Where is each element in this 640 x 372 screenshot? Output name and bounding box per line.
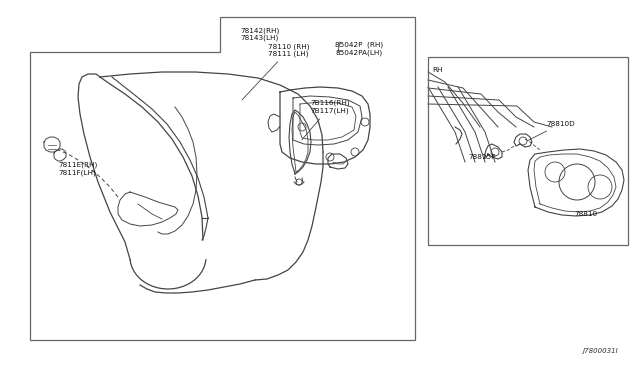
Text: 78110 (RH)
78111 (LH): 78110 (RH) 78111 (LH) xyxy=(242,43,310,100)
Text: 85042P  (RH)
85042PA(LH): 85042P (RH) 85042PA(LH) xyxy=(335,42,383,56)
Text: J7800031I: J7800031I xyxy=(582,348,618,354)
Text: 78142(RH)
78143(LH): 78142(RH) 78143(LH) xyxy=(241,27,280,41)
Text: 7811E(RH)
7811F(LH): 7811E(RH) 7811F(LH) xyxy=(58,162,97,176)
Text: RH: RH xyxy=(432,67,442,73)
Text: 7B116(RH)
7B117(LH): 7B116(RH) 7B117(LH) xyxy=(302,100,349,140)
Text: 78810: 78810 xyxy=(574,211,597,217)
Text: 78810D: 78810D xyxy=(527,121,575,141)
Bar xyxy=(428,57,628,245)
Text: 78815P: 78815P xyxy=(468,154,495,160)
